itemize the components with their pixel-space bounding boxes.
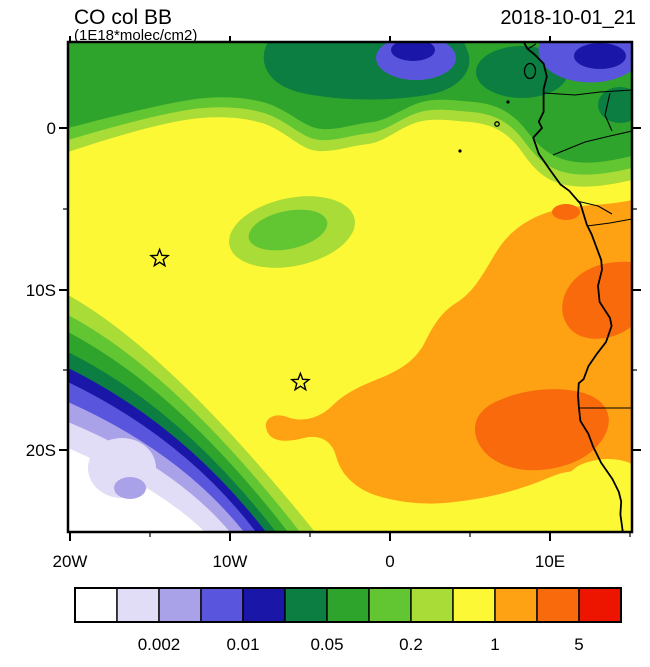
colorbar-cell	[158, 587, 202, 623]
colorbar-tick-label: 0.05	[310, 635, 343, 654]
x-axis-label-10w: 10W	[213, 552, 248, 571]
y-axis-label-0: 0	[47, 119, 56, 138]
colorbar-cell	[494, 587, 538, 623]
colorbar-cell	[74, 587, 118, 623]
x-axis-label-0: 0	[385, 552, 394, 571]
y-axis-label-10s: 10S	[26, 281, 56, 300]
colorbar	[74, 587, 622, 623]
colorbar-cell	[242, 587, 286, 623]
colorbar-cell	[116, 587, 160, 623]
colorbar-tick-label: 1	[490, 635, 499, 654]
colorbar-cell	[536, 587, 580, 623]
colorbar-cell	[200, 587, 244, 623]
star-marker	[289, 371, 311, 392]
figure-timestamp: 2018-10-01_21	[500, 7, 636, 29]
colorbar-cell	[284, 587, 328, 623]
island-marks	[458, 62, 537, 153]
colorbar-labels: 0.002 0.01 0.05 0.2 1 5	[138, 635, 584, 654]
colorbar-tick-label: 0.2	[399, 635, 423, 654]
x-axis-label-10e: 10E	[535, 552, 565, 571]
star-marker	[149, 247, 171, 268]
station-markers	[149, 247, 311, 392]
x-axis-label-20w: 20W	[53, 552, 88, 571]
colorbar-cell	[326, 587, 370, 623]
colorbar-frame	[74, 587, 622, 623]
colorbar-tick-label: 0.01	[226, 635, 259, 654]
colorbar-cell	[578, 587, 622, 623]
figure-title: CO col BB	[74, 6, 172, 29]
coastline	[522, 42, 624, 532]
y-axis-label-20s: 20S	[26, 441, 56, 460]
axis-ticks	[59, 36, 641, 541]
colorbar-cell	[452, 587, 496, 623]
colorbar-cell	[368, 587, 412, 623]
map-frame	[66, 40, 634, 534]
colorbar-tick-label: 5	[574, 635, 583, 654]
figure-units-label: (1E18*molec/cm2)	[74, 27, 197, 44]
colorbar-tick-label: 0.002	[138, 635, 181, 654]
colorbar-cell	[410, 587, 454, 623]
contour-field	[68, 42, 632, 532]
country-borders	[527, 43, 632, 409]
